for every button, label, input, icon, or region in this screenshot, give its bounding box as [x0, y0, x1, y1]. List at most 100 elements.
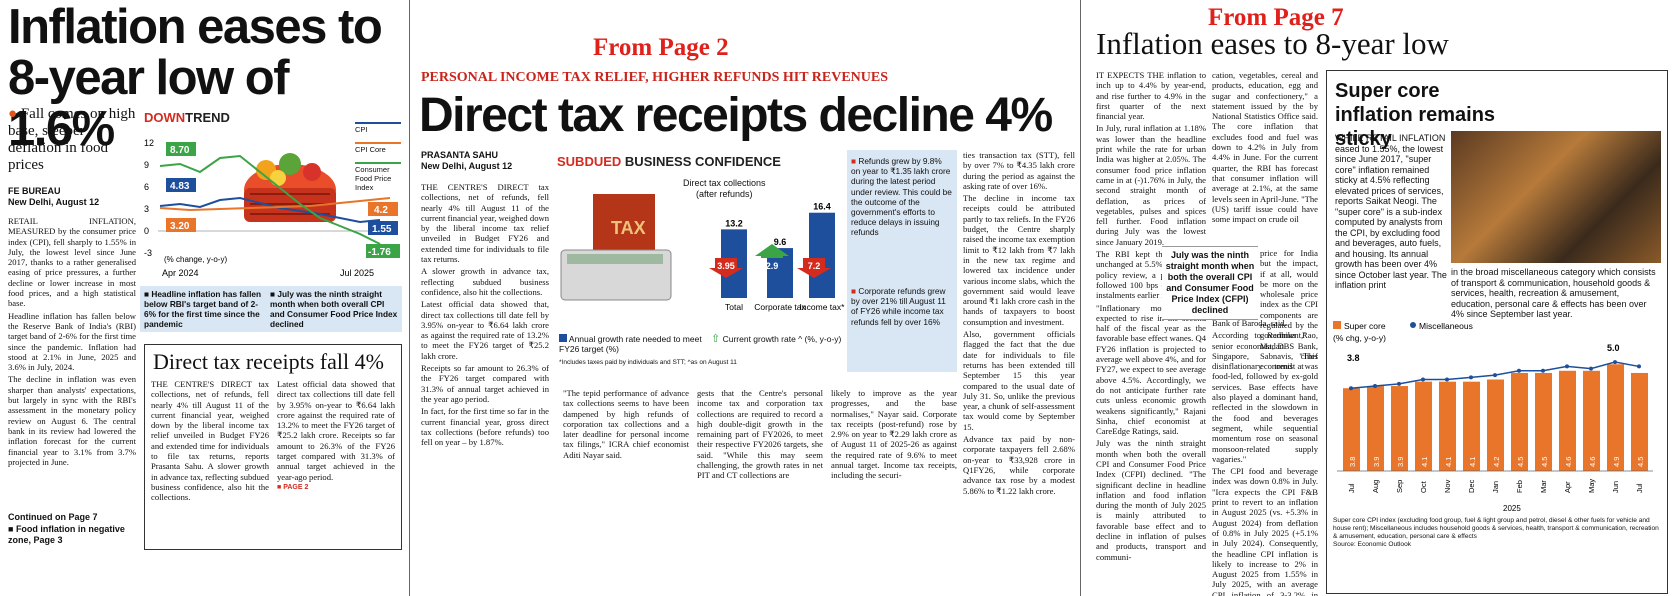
misc-point [1469, 375, 1473, 380]
downtrend-svg: 12 9 6 3 0 -3 8.70 4.83 3.20 4.2 1.55 -1… [144, 138, 400, 278]
callout-2: ■ July was the ninth straight month when… [270, 289, 398, 329]
supercore-bar [1439, 381, 1456, 471]
from-page-2: From Page 2 [593, 34, 729, 61]
x-end: Jul 2025 [340, 268, 374, 278]
legend-needed: Annual growth rate needed to meet FY26 t… [559, 334, 702, 354]
bar-needed [809, 212, 835, 298]
month-label: Oct [1419, 480, 1428, 493]
bar-value-label: 4.1 [1444, 457, 1453, 467]
subhead-text: Fall comes on high base, steeper deflati… [8, 106, 136, 173]
bar-value-label: 4.9 [1612, 457, 1621, 467]
divider [1080, 0, 1081, 596]
supercore-chart: Super core Miscellaneous (% chg, y-o-y) … [1333, 321, 1653, 513]
side-bullet-1: ■ Refunds grew by 9.8% on year to ₹1.35 … [851, 156, 952, 238]
misc-point [1541, 368, 1545, 373]
page7: From Page 7 Inflation eases to 8-year lo… [1084, 0, 1672, 596]
bar-value-label: 4.6 [1588, 457, 1597, 467]
page7-col2-narrow: price for India but the impact, if at al… [1260, 248, 1318, 372]
label-cpi-start: 4.83 [170, 181, 190, 192]
month-label: Jan [1491, 481, 1500, 493]
label-core-end: 4.2 [374, 205, 388, 216]
supercore-bar [1631, 372, 1648, 471]
direct-tax-box: Direct tax receipts fall 4% THE CENTRE'S… [144, 344, 402, 550]
month-label: Feb [1515, 480, 1524, 493]
related-link: ■ Food inflation in negative zone, Page … [8, 524, 125, 545]
month-label: May [1587, 479, 1596, 493]
month-label: Dec [1467, 479, 1476, 493]
misc-point [1349, 386, 1353, 391]
paragraph: The decline in inflation was even sharpe… [8, 374, 136, 467]
page-ref[interactable]: ■ PAGE 2 [277, 483, 309, 491]
y-tick: -3 [144, 248, 152, 258]
tax-chart-sub: Direct tax collections (after refunds) [683, 178, 766, 199]
page2: From Page 2 PERSONAL INCOME TAX RELIEF, … [413, 0, 1078, 596]
first-label: 3.8 [1347, 353, 1360, 363]
misc-point [1565, 364, 1569, 369]
month-label: Jul [1347, 483, 1356, 493]
chart-legend: CPI CPI Core Consumer Food Price Index [355, 122, 401, 192]
bar-value-label: 3.9 [1372, 457, 1381, 467]
up-arrow-icon: ⇧ [711, 333, 721, 345]
misc-point [1397, 381, 1401, 386]
bar-value-label: 4.5 [1636, 457, 1645, 467]
svg-text:TAX: TAX [611, 218, 646, 238]
divider [409, 0, 410, 596]
misc-point [1373, 384, 1377, 389]
misc-point [1421, 377, 1425, 382]
bar-value-label: 4.1 [1420, 457, 1429, 467]
bar-value-label: 3.9 [1396, 457, 1405, 467]
legend-current: ⇧ Current growth rate ^ (%, y-o-y) [711, 333, 842, 345]
continued-note: Continued on Page 7 [8, 512, 98, 522]
bar-value-label: 4.6 [1564, 457, 1573, 467]
calculator-icon: TAX [560, 194, 672, 301]
supercore-bar [1463, 381, 1480, 471]
supercore-text2: in the broad miscellaneous category whic… [1451, 267, 1656, 319]
y-tick: 12 [144, 138, 154, 148]
bar-value-label: 4.5 [1540, 457, 1549, 467]
tax-footnote: *Includes taxes paid by individuals and … [559, 359, 737, 366]
legend-supercore: Super core [1344, 321, 1386, 331]
x-start: Apr 2024 [162, 268, 199, 278]
month-label: Jun [1611, 481, 1620, 493]
supercore-bar [1535, 372, 1552, 471]
label-food-start: 8.70 [170, 145, 190, 156]
y-tick: 0 [144, 226, 149, 236]
down-arrow-icon [797, 258, 831, 278]
category-label: Income tax* [800, 302, 845, 312]
related-text: Food inflation in negative zone, Page 3 [8, 524, 125, 545]
down-arrow-icon [709, 258, 743, 278]
misc-point [1613, 360, 1617, 365]
supercore-footnote: Super core CPI index (excluding food gro… [1333, 517, 1659, 548]
cpi-line [159, 196, 381, 224]
supercore-headline: Super core inflation remains sticky [1335, 80, 1496, 150]
byline-org: FE BUREAU [8, 186, 61, 196]
kicker: PERSONAL INCOME TAX RELIEF, HIGHER REFUN… [421, 70, 889, 85]
tax-chart-panel: SUBDUED BUSINESS CONFIDENCE Direct tax c… [553, 150, 845, 372]
chart-unit: (% chg, y-o-y) [1333, 333, 1386, 343]
page2-headline: Direct tax receipts decline 4% [419, 89, 1053, 142]
lower-col2: gests that the Centre's personal income … [697, 388, 823, 481]
legend-misc: Miscellaneous [1419, 321, 1473, 331]
misc-point [1589, 366, 1593, 371]
supercore-bar [1415, 381, 1432, 471]
bar-needed-label: 16.4 [813, 202, 831, 212]
chart-title: DOWNTREND [144, 110, 230, 125]
downtrend-chart: DOWNTREND 12 9 6 3 0 -3 [140, 108, 402, 284]
category-label: Total [725, 302, 743, 312]
peak-label: 5.0 [1607, 343, 1620, 353]
page1-body: RETAIL INFLATION, MEASURED by the consum… [8, 216, 136, 469]
dateline: New Delhi, August 12 [421, 161, 513, 171]
supercore-text: WHILE RETAIL INFLATION eased to 1.55%, t… [1335, 133, 1447, 290]
bar-needed-label: 13.2 [725, 218, 743, 228]
supercore-bar [1487, 379, 1504, 471]
page7-col2-rest: Bank of Baroda, said. According to Radhi… [1212, 318, 1318, 596]
label-food-end: -1.76 [368, 247, 391, 258]
right-col: ties transaction tax (STT), fell by over… [963, 150, 1075, 496]
bullet-dot-icon: ● [8, 106, 18, 122]
chart-note: (% change, y-o-y) [164, 255, 227, 264]
lower-col1: "The tepid performance of advance tax co… [563, 388, 689, 460]
month-label: Aug [1371, 480, 1380, 493]
box-headline: Direct tax receipts fall 4% [153, 349, 384, 374]
page7-col1: IT EXPECTS THE inflation to inch up to 4… [1096, 70, 1206, 562]
bar-current-label: 3.95 [717, 261, 735, 271]
